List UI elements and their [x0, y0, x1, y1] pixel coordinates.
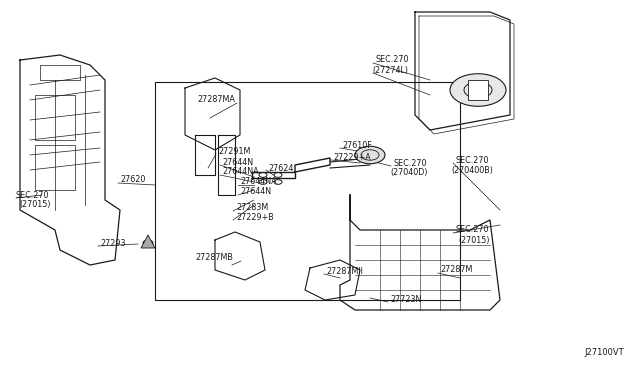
Text: 27287MA: 27287MA	[197, 96, 235, 105]
Circle shape	[450, 74, 506, 106]
Text: (27015): (27015)	[19, 201, 51, 209]
Text: SEC.270: SEC.270	[455, 225, 488, 234]
Bar	[155, 82, 460, 300]
Text: SEC.270: SEC.270	[393, 158, 426, 167]
Circle shape	[143, 240, 153, 246]
Text: 27610F: 27610F	[342, 141, 372, 150]
Text: SEC.270: SEC.270	[375, 55, 408, 64]
Text: 27293: 27293	[100, 238, 125, 247]
Text: 27287MB: 27287MB	[195, 253, 233, 263]
Text: 27723N: 27723N	[390, 295, 421, 305]
Text: 27644NA: 27644NA	[240, 177, 276, 186]
Text: SEC.270: SEC.270	[455, 155, 488, 164]
Polygon shape	[141, 235, 155, 248]
Text: 27644NA: 27644NA	[222, 167, 259, 176]
Text: 27229+A: 27229+A	[333, 153, 371, 161]
Text: (27274L): (27274L)	[372, 65, 408, 74]
Circle shape	[355, 146, 385, 164]
Circle shape	[259, 180, 267, 184]
Text: 27291M: 27291M	[218, 147, 250, 155]
Text: J27100VT: J27100VT	[584, 348, 624, 357]
Text: 27283M: 27283M	[236, 203, 268, 212]
Circle shape	[259, 173, 267, 177]
Text: SEC.270: SEC.270	[16, 190, 49, 199]
Text: (270400B): (270400B)	[451, 166, 493, 174]
Circle shape	[274, 173, 282, 177]
Bar	[35, 145, 75, 190]
Bar	[35, 95, 75, 140]
Circle shape	[274, 180, 282, 184]
Bar	[468, 80, 488, 100]
Text: (27015): (27015)	[458, 235, 490, 244]
Text: 27229+B: 27229+B	[236, 214, 274, 222]
Text: 27620: 27620	[120, 176, 145, 185]
Text: 27644N: 27644N	[222, 157, 253, 167]
Text: (27040D): (27040D)	[390, 169, 428, 177]
Text: 27624: 27624	[268, 164, 293, 173]
Text: 27287M: 27287M	[440, 266, 472, 275]
Bar	[40, 65, 80, 80]
Text: 27644N: 27644N	[240, 187, 271, 196]
Text: 27287MII: 27287MII	[326, 267, 363, 276]
